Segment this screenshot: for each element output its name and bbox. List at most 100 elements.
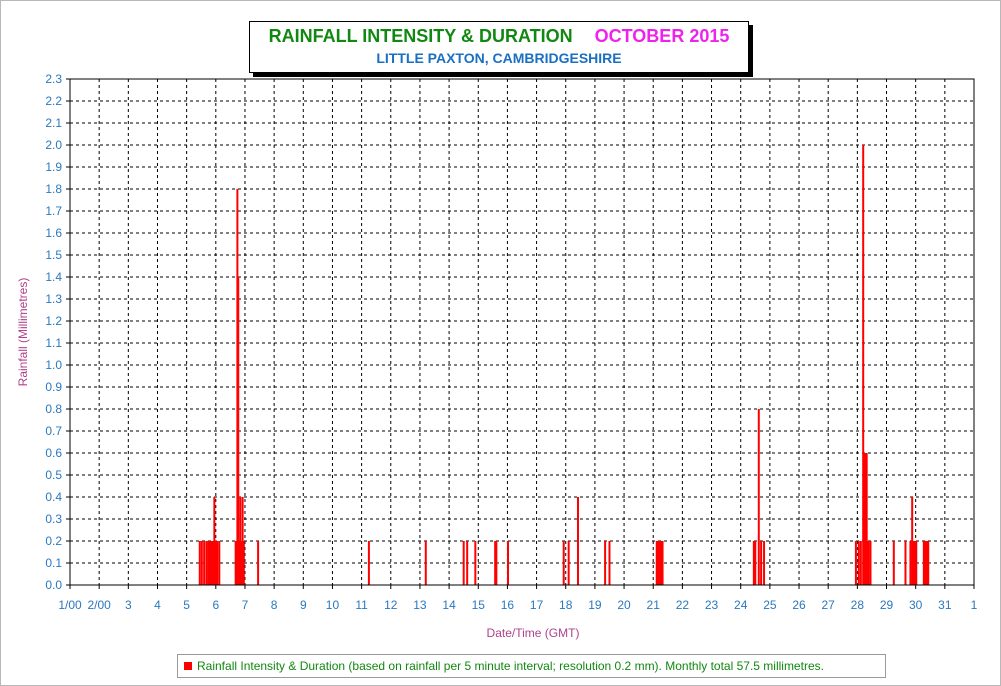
rain-bar [237, 277, 240, 585]
x-tick-label: 11 [355, 598, 368, 612]
chart-grid [70, 79, 974, 585]
x-tick-label: 15 [472, 598, 486, 612]
y-tick-label: 1.1 [45, 336, 62, 350]
rain-bar [867, 541, 870, 585]
x-tick-label: 27 [822, 598, 836, 612]
x-tick-label: 3 [125, 598, 132, 612]
x-tick-label: 4 [154, 598, 161, 612]
rain-bar [242, 541, 245, 585]
x-tick-label: 19 [588, 598, 602, 612]
rain-bar [857, 541, 860, 585]
y-tick-label: 0.1 [45, 556, 62, 570]
rain-bar [241, 497, 244, 585]
rain-bar [658, 541, 661, 585]
rain-bar [925, 541, 928, 585]
chart-title-box: RAINFALL INTENSITY & DURATION OCTOBER 201… [249, 21, 749, 73]
rain-bar [660, 541, 663, 585]
y-tick-label: 1.3 [45, 292, 62, 306]
x-tick-label: 9 [300, 598, 307, 612]
x-tick-label: 12 [384, 598, 398, 612]
x-tick-label: 25 [763, 598, 777, 612]
y-tick-label: 1.4 [45, 270, 62, 284]
x-tick-label: 1 [971, 598, 978, 612]
rain-bar [576, 497, 579, 585]
y-tick-label: 0.3 [45, 512, 62, 526]
y-tick-label: 2.2 [45, 94, 62, 108]
x-tick-label: 10 [326, 598, 340, 612]
legend-text: Rainfall Intensity & Duration (based on … [197, 659, 824, 673]
x-tick-label: 17 [530, 598, 544, 612]
x-tick-label: 30 [909, 598, 923, 612]
y-tick-label: 1.0 [45, 358, 62, 372]
rain-bar [200, 541, 203, 585]
y-tick-label: 0.4 [45, 490, 62, 504]
x-tick-label: 1/00 [58, 598, 82, 612]
rain-bar [203, 541, 206, 585]
chart-bars [198, 145, 930, 585]
y-tick-label: 0.2 [45, 534, 62, 548]
x-axis-ticks: 1/00 2/00 3 4 5 6 7 8 9 10 11 12 13 14 15 16 17 18 19 20 21 2… [58, 585, 978, 612]
x-tick-label: 13 [413, 598, 427, 612]
rain-bar [495, 541, 498, 585]
rain-bar [892, 541, 895, 585]
rain-bar [207, 541, 210, 585]
rain-bar [239, 497, 242, 585]
rain-bar [915, 541, 918, 585]
x-tick-label: 16 [501, 598, 515, 612]
x-tick-label: 26 [792, 598, 806, 612]
rain-bar [863, 453, 866, 585]
rain-bar [198, 541, 201, 585]
legend: Rainfall Intensity & Duration (based on … [177, 654, 886, 678]
rain-bar [763, 541, 766, 585]
rain-bar [213, 497, 216, 585]
x-tick-label: 18 [559, 598, 573, 612]
x-tick-label: 6 [212, 598, 219, 612]
x-tick-label: 31 [938, 598, 952, 612]
rain-bar [859, 541, 862, 585]
title-line: RAINFALL INTENSITY & DURATION OCTOBER 201… [250, 26, 748, 50]
rain-bar [210, 541, 213, 585]
rain-bar [922, 541, 925, 585]
rain-bar [238, 541, 241, 585]
rain-bar [208, 541, 211, 585]
rain-bar [911, 497, 914, 585]
x-tick-label: 29 [880, 598, 894, 612]
x-tick-label: 7 [242, 598, 249, 612]
rain-bar [854, 541, 857, 585]
rain-bar [864, 453, 867, 585]
y-tick-label: 1.5 [45, 248, 62, 262]
x-tick-label: 23 [705, 598, 719, 612]
rain-bar [218, 541, 221, 585]
rain-bar [257, 541, 260, 585]
rain-bar [904, 541, 907, 585]
x-tick-label: 24 [734, 598, 748, 612]
rain-bar [562, 541, 565, 585]
y-tick-label: 0.8 [45, 402, 62, 416]
x-tick-label: 2/00 [87, 598, 111, 612]
y-tick-label: 1.9 [45, 160, 62, 174]
rain-bar [752, 541, 755, 585]
rain-bar [924, 541, 927, 585]
y-tick-label: 0.5 [45, 468, 62, 482]
rain-bar [862, 145, 865, 585]
rain-bar [909, 541, 912, 585]
rain-bar [657, 541, 660, 585]
chart-subtitle: LITTLE PAXTON, CAMBRIDGESHIRE [376, 50, 622, 66]
y-tick-label: 1.7 [45, 204, 62, 218]
x-tick-label: 22 [676, 598, 690, 612]
rain-bar [655, 541, 658, 585]
y-tick-label: 2.3 [45, 72, 62, 86]
x-tick-label: 5 [183, 598, 190, 612]
rain-bar [214, 541, 217, 585]
rain-bar [604, 541, 607, 585]
rain-bar [494, 541, 497, 585]
rain-bar [567, 541, 570, 585]
x-tick-label: 8 [271, 598, 278, 612]
y-tick-label: 1.2 [45, 314, 62, 328]
rain-bar [608, 541, 611, 585]
rain-bar [507, 541, 509, 585]
y-axis-ticks: 0.0 0.1 0.2 0.3 0.4 0.5 0.6 0.7 0.8 0.9 1.0 1.1 1.2 1… [45, 72, 70, 592]
x-axis-label: Date/Time (GMT) [487, 626, 580, 640]
rain-bar [661, 541, 664, 585]
x-tick-label: 21 [647, 598, 661, 612]
